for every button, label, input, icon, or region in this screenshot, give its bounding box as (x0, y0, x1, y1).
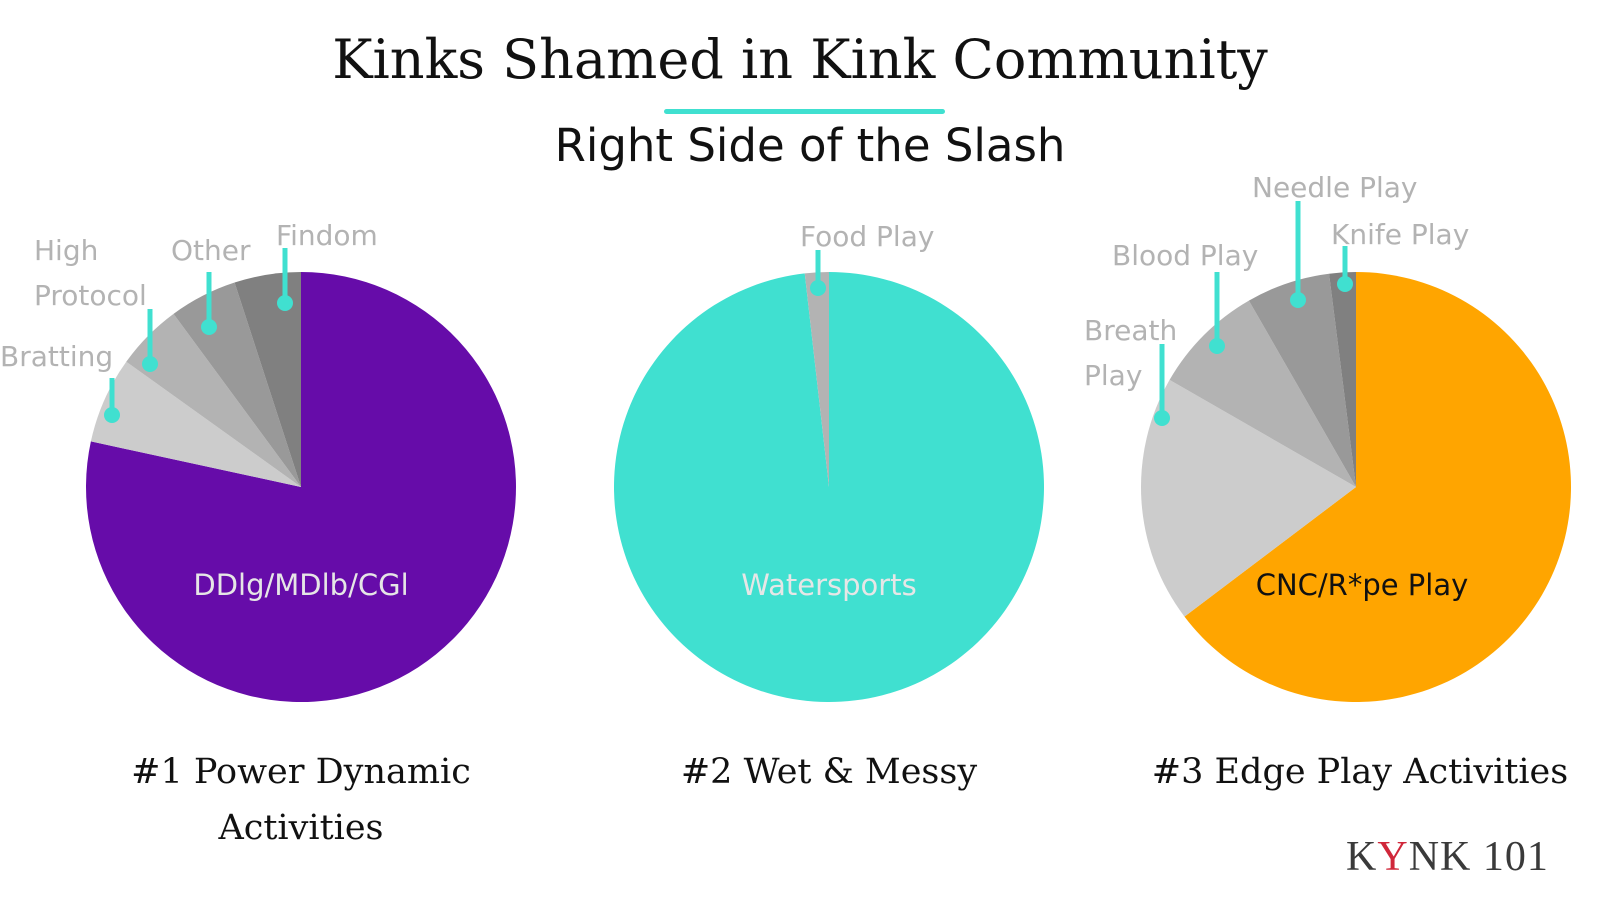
label-watersports: Watersports (741, 568, 916, 602)
chart-subtitle: Right Side of the Slash (554, 119, 1066, 172)
label-ddlg-mdlb-cgl: DDlg/MDlb/CGl (193, 568, 408, 602)
pie-slice-bratting (90, 361, 301, 487)
callout-leaders (104, 201, 1353, 426)
caption-line2: Activities (218, 808, 384, 848)
pie-slice-breath-play (1141, 379, 1356, 617)
pie-edge-play (1141, 272, 1572, 703)
label-cnc-play: CNC/R*pe Play (1256, 568, 1469, 602)
pie-slice-needle-play (1248, 273, 1356, 487)
pie-slice-food-play (804, 272, 829, 487)
caption-wet-messy: #2 Wet & Messy (680, 752, 978, 792)
label-knife-play: Knife Play (1331, 218, 1469, 251)
pie-slice-watersports (614, 272, 1045, 702)
logo-highlight: Y (1377, 834, 1409, 880)
label-high-protocol-line2: Protocol (34, 279, 147, 312)
label-findom: Findom (276, 219, 378, 252)
caption-power-dynamic: #1 Power Dynamic Activities (96, 744, 506, 856)
title-underline-accent (664, 109, 945, 114)
label-high-protocol-line1: High (34, 234, 98, 267)
caption-line1: #1 Power Dynamic (131, 752, 471, 792)
pie-slice-high-protocol (126, 313, 301, 487)
logo-prefix: K (1346, 834, 1378, 880)
label-other: Other (171, 234, 251, 267)
label-needle-play: Needle Play (1252, 171, 1417, 204)
label-bratting: Bratting (0, 340, 113, 373)
caption-edge-play: #3 Edge Play Activities (1151, 752, 1569, 792)
label-breath-play-line1: Breath (1084, 314, 1177, 347)
label-breath-play-line2: Play (1084, 359, 1142, 392)
pie-slice-knife-play (1329, 272, 1356, 487)
pie-slice-cnc-r-pe-play (1184, 272, 1572, 703)
logo-suffix: NK 101 (1408, 834, 1549, 880)
label-food-play: Food Play (800, 220, 934, 253)
label-blood-play: Blood Play (1112, 239, 1258, 272)
kynk-101-logo: KYNK 101 (1346, 836, 1549, 878)
pie-slice-findom (234, 272, 301, 487)
pie-wet-messy (614, 272, 1045, 702)
chart-title: Kinks Shamed in Kink Community (332, 28, 1268, 91)
